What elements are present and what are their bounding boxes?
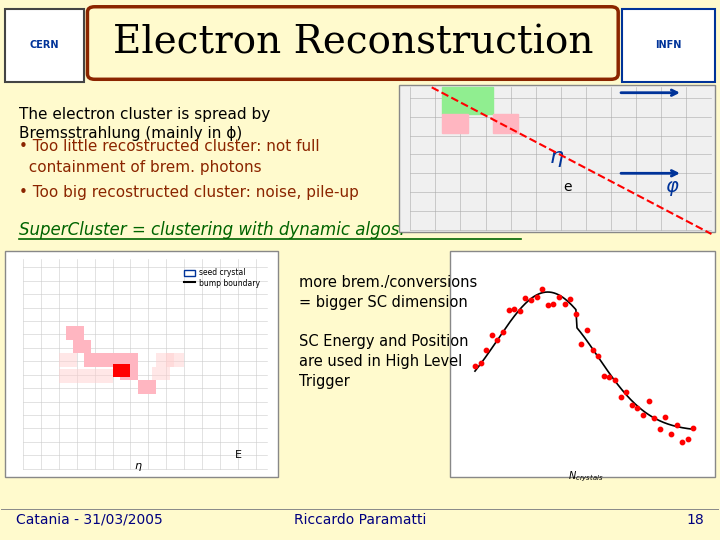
Point bbox=[559, 300, 570, 309]
Text: Catania - 31/03/2005: Catania - 31/03/2005 bbox=[16, 513, 163, 527]
Point bbox=[637, 411, 649, 420]
Text: The electron cluster is spread by: The electron cluster is spread by bbox=[19, 107, 271, 122]
Bar bbox=[120, 353, 138, 367]
Text: Riccardo Paramatti: Riccardo Paramatti bbox=[294, 513, 426, 527]
Point bbox=[553, 293, 564, 302]
Point bbox=[564, 295, 576, 303]
Point bbox=[615, 393, 626, 401]
Point bbox=[626, 401, 637, 409]
Point bbox=[671, 421, 683, 429]
Text: Bremsstrahlung (mainly in ϕ): Bremsstrahlung (mainly in ϕ) bbox=[19, 125, 243, 140]
Bar bbox=[156, 353, 174, 367]
Polygon shape bbox=[443, 114, 467, 133]
Point bbox=[474, 359, 486, 367]
Point bbox=[503, 306, 514, 314]
Point bbox=[654, 424, 665, 433]
Point bbox=[480, 345, 492, 354]
Point bbox=[531, 292, 542, 301]
Point bbox=[542, 300, 554, 309]
Text: CERN: CERN bbox=[30, 40, 59, 50]
Point bbox=[486, 330, 498, 339]
FancyBboxPatch shape bbox=[87, 7, 618, 79]
Bar bbox=[77, 369, 94, 383]
Point bbox=[660, 413, 671, 421]
Point bbox=[676, 438, 688, 447]
Text: Electron Reconstruction: Electron Reconstruction bbox=[112, 24, 593, 61]
FancyBboxPatch shape bbox=[5, 251, 277, 477]
Bar bbox=[66, 326, 84, 340]
Bar bbox=[184, 270, 195, 276]
Point bbox=[621, 388, 632, 396]
Bar bbox=[120, 367, 138, 380]
Point bbox=[498, 327, 509, 336]
Point bbox=[570, 310, 582, 319]
Point bbox=[648, 414, 660, 422]
Point bbox=[688, 423, 699, 432]
Text: SuperCluster = clustering with dynamic algos.: SuperCluster = clustering with dynamic a… bbox=[19, 221, 405, 239]
Text: more brem./conversions
= bigger SC dimension: more brem./conversions = bigger SC dimen… bbox=[299, 275, 477, 310]
Bar bbox=[102, 353, 120, 367]
Bar bbox=[138, 380, 156, 394]
Bar bbox=[166, 353, 184, 367]
Polygon shape bbox=[443, 87, 492, 114]
Point bbox=[525, 296, 536, 305]
Text: • Too little recostructed cluster: not full
  containment of brem. photons: • Too little recostructed cluster: not f… bbox=[19, 139, 320, 175]
Text: $N_{crystals}$: $N_{crystals}$ bbox=[568, 470, 603, 484]
FancyBboxPatch shape bbox=[622, 9, 715, 82]
Point bbox=[469, 361, 481, 370]
Point bbox=[682, 434, 693, 443]
Point bbox=[631, 404, 643, 413]
Bar bbox=[94, 369, 112, 383]
Point bbox=[587, 346, 598, 355]
Point bbox=[520, 293, 531, 302]
Bar bbox=[59, 369, 77, 383]
FancyBboxPatch shape bbox=[450, 251, 715, 477]
Polygon shape bbox=[492, 114, 518, 133]
Text: seed crystal: seed crystal bbox=[199, 268, 245, 277]
Text: η: η bbox=[134, 461, 141, 471]
Point bbox=[593, 352, 604, 361]
Text: e: e bbox=[564, 180, 572, 194]
Text: INFN: INFN bbox=[655, 40, 682, 50]
Text: φ: φ bbox=[665, 177, 678, 196]
Point bbox=[492, 336, 503, 345]
Point bbox=[581, 326, 593, 334]
Point bbox=[575, 340, 587, 348]
Text: E: E bbox=[235, 450, 242, 460]
Bar bbox=[73, 340, 91, 353]
Point bbox=[643, 396, 654, 405]
Text: SC Energy and Position
are used in High Level
Trigger: SC Energy and Position are used in High … bbox=[299, 334, 469, 389]
Bar bbox=[112, 364, 130, 377]
Text: • Too big recostructed cluster: noise, pile-up: • Too big recostructed cluster: noise, p… bbox=[19, 185, 359, 200]
Bar bbox=[152, 367, 170, 380]
Text: bump boundary: bump boundary bbox=[199, 279, 260, 288]
Text: η: η bbox=[550, 147, 564, 167]
Point bbox=[609, 376, 621, 384]
Point bbox=[548, 300, 559, 308]
FancyBboxPatch shape bbox=[400, 85, 715, 232]
Text: 18: 18 bbox=[686, 513, 704, 527]
Point bbox=[598, 372, 610, 380]
Bar bbox=[59, 353, 77, 367]
Point bbox=[514, 307, 526, 315]
Point bbox=[665, 430, 677, 438]
Point bbox=[508, 305, 520, 313]
Point bbox=[603, 373, 615, 382]
Bar bbox=[84, 353, 102, 367]
FancyBboxPatch shape bbox=[5, 9, 84, 82]
Point bbox=[536, 285, 548, 293]
